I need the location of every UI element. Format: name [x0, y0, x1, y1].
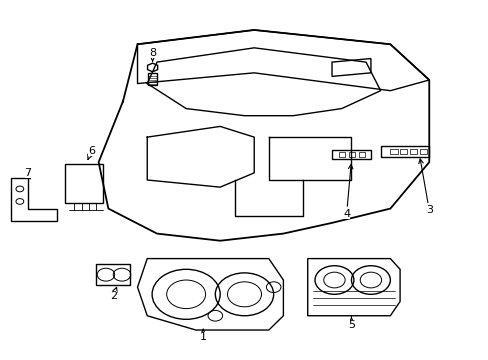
Bar: [339, 153, 345, 157]
Bar: [348, 153, 354, 157]
Text: 3: 3: [418, 159, 432, 215]
Text: 2: 2: [109, 287, 117, 301]
Bar: [419, 149, 426, 154]
Text: 8: 8: [149, 48, 156, 61]
Text: 4: 4: [343, 165, 352, 219]
Bar: [409, 149, 416, 154]
Text: 7: 7: [24, 168, 32, 179]
Text: 5: 5: [347, 317, 354, 330]
Bar: [389, 149, 397, 154]
Text: 6: 6: [87, 147, 95, 159]
Text: 1: 1: [199, 329, 206, 342]
Bar: [358, 153, 364, 157]
Bar: [399, 149, 407, 154]
